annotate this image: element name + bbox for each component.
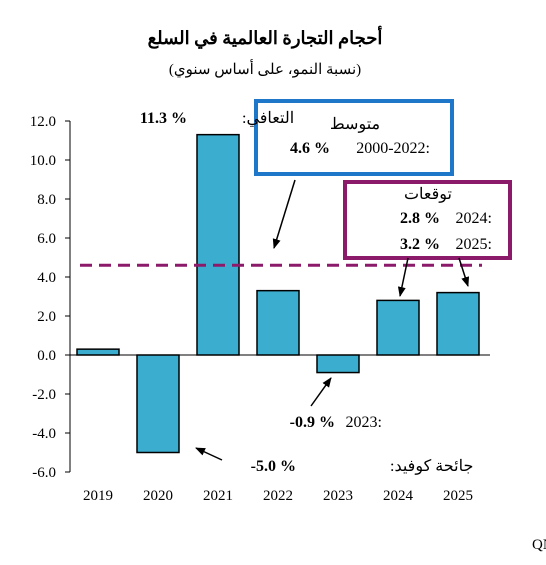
average-box [254,99,454,176]
x-tick-label: 2021 [203,488,233,504]
average-title: متوسط [330,116,380,133]
y-tick-label: 0.0 [37,348,56,364]
forecast-2025-value: 3.2 % [400,236,440,253]
forecast-2025-arrow [458,257,470,287]
average-value: 4.6 % [290,140,330,157]
y-tick-label: 10.0 [30,153,56,169]
forecast-2024-value: 2.8 % [400,210,440,227]
average-period: 2000-2022: [356,140,430,157]
arrow-2023 [310,377,332,407]
covid-value: -5.0 % [251,458,296,475]
average-arrow [272,179,296,249]
y-tick-label: 8.0 [37,192,56,208]
chart-subtitle: (نسبة النمو، على أساس سنوي) [169,59,361,78]
y-tick-label: 6.0 [37,231,56,247]
bar-2024 [376,299,420,356]
y-tick-label: -4.0 [32,426,56,442]
forecast-title: توقعات [404,186,452,203]
bar-2022 [256,289,300,356]
x-tick-label: 2019 [83,488,113,504]
recovery-label: التعافي: [242,110,294,127]
x-tick-label: 2025 [443,488,473,504]
bar-2023 [316,354,360,374]
recovery-value: 11.3 % [140,110,187,127]
forecast-2024-year: 2024: [456,210,492,227]
bar-2025 [436,291,480,356]
forecast-2024-arrow [397,257,409,297]
forecast-box [343,180,512,260]
bar-2021 [196,133,240,356]
forecast-2025-year: 2025: [456,236,492,253]
bar-2019 [76,348,120,356]
bars [76,133,480,454]
y-tick-label: 12.0 [30,114,56,130]
source-note: المصادر: منظمة التجارة العالمية، صندوق ا… [532,537,546,553]
covid-arrow [195,447,223,461]
y-tick-label: 2.0 [37,309,56,325]
y-tick-label: -6.0 [32,465,56,481]
x-tick-label: 2020 [143,488,173,504]
bar-2020 [136,354,180,454]
x-tick-label: 2024 [383,488,414,504]
y-tick-label: -2.0 [32,387,56,403]
axes: -6.0 -4.0 -2.0 0.0 2.0 4.0 6.0 8.0 10.0 12.0 2019 2… [30,114,490,504]
label-2023-year: 2023: [346,414,382,431]
x-tick-label: 2023 [323,488,353,504]
x-tick-label: 2022 [263,488,293,504]
covid-label: جائحة كوفيد: [390,458,473,475]
y-tick-label: 4.0 [37,270,56,286]
chart-title: أحجام التجارة العالمية في السلع [148,26,383,49]
label-2023-value: -0.9 % [290,414,335,431]
